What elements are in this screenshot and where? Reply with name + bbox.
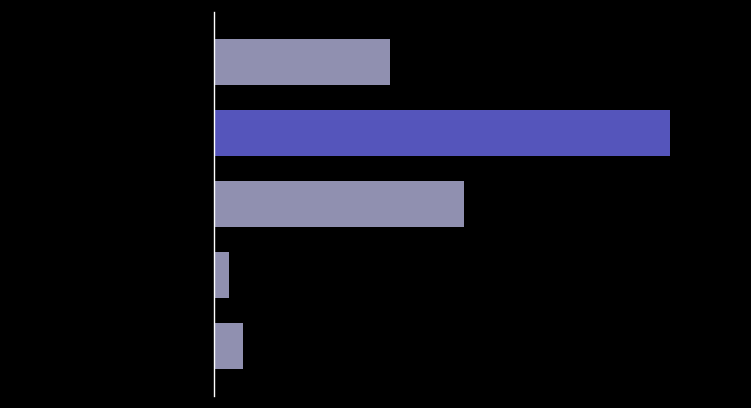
Bar (214, 110, 670, 156)
Bar (214, 181, 464, 227)
Bar (214, 39, 391, 85)
Bar (214, 252, 229, 298)
Bar (214, 323, 243, 369)
